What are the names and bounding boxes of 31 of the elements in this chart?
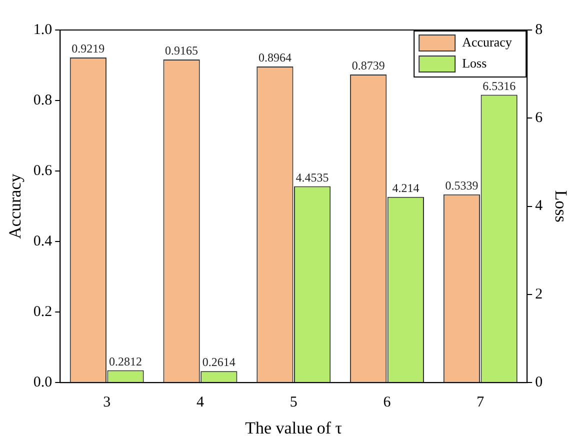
y2-tick-label: 2 bbox=[535, 286, 543, 302]
data-label: 0.8964 bbox=[258, 50, 292, 65]
y-tick-label: 1.0 bbox=[33, 22, 52, 38]
data-label: 4.4535 bbox=[296, 170, 329, 184]
y-axis-title: Accuracy bbox=[6, 173, 25, 239]
y-tick-label: 0.6 bbox=[33, 162, 53, 179]
x-tick-label: 4 bbox=[196, 394, 204, 411]
y2-tick-label: 0 bbox=[535, 374, 543, 391]
y2-tick-label: 6 bbox=[535, 110, 544, 126]
legend-label: Accuracy bbox=[462, 34, 512, 50]
y-tick-label: 0.8 bbox=[33, 92, 52, 108]
y-tick-label: 0.0 bbox=[33, 374, 52, 391]
y-tick-label: 0.2 bbox=[33, 304, 52, 320]
x-tick-label: 7 bbox=[476, 394, 485, 411]
x-tick-label: 6 bbox=[383, 394, 392, 411]
data-label: 0.9165 bbox=[165, 44, 198, 58]
data-label: 6.5316 bbox=[482, 78, 516, 93]
data-label: 0.9219 bbox=[72, 42, 105, 56]
x-tick-label: 3 bbox=[103, 394, 111, 411]
y2-axis-title: Loss bbox=[551, 190, 570, 222]
x-tick-label: 5 bbox=[290, 394, 298, 411]
legend-label: Loss bbox=[462, 55, 487, 70]
y2-tick-label: 8 bbox=[535, 22, 543, 38]
x-axis-title: The value of τ bbox=[245, 418, 342, 438]
data-label: 0.8739 bbox=[352, 58, 385, 73]
data-label: 0.2812 bbox=[109, 354, 142, 368]
y-tick-label: 0.4 bbox=[33, 233, 53, 250]
data-label: 0.5339 bbox=[445, 178, 478, 193]
y2-tick-label: 4 bbox=[535, 198, 544, 214]
data-label: 4.214 bbox=[392, 181, 420, 196]
data-label: 0.2614 bbox=[202, 355, 236, 370]
